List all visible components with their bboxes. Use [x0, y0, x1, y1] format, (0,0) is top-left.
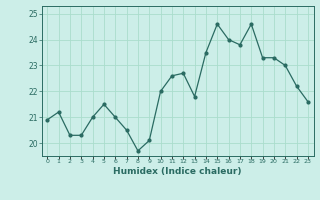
X-axis label: Humidex (Indice chaleur): Humidex (Indice chaleur): [113, 167, 242, 176]
